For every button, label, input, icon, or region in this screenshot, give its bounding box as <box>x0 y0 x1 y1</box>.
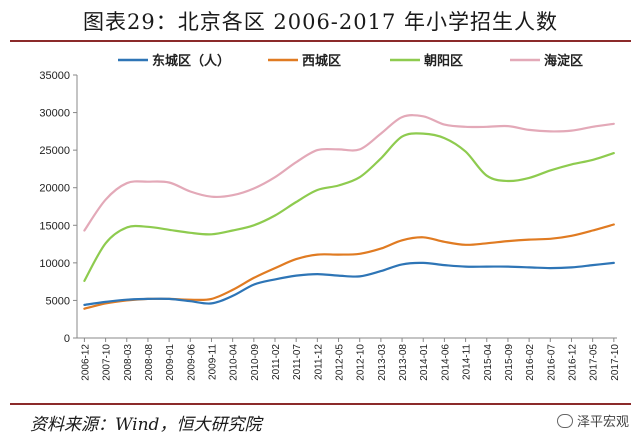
x-tick-label: 2014-11 <box>462 344 473 380</box>
x-tick-label: 2015-04 <box>483 344 494 381</box>
x-tick-label: 2017-05 <box>589 344 600 381</box>
series-line-0 <box>83 261 615 306</box>
wechat-icon <box>556 413 573 428</box>
y-tick-label: 25000 <box>39 145 70 157</box>
legend-label: 西城区 <box>302 53 341 69</box>
series-line-2 <box>83 132 615 282</box>
x-tick-label: 2008-08 <box>144 344 155 381</box>
title-rule <box>10 40 631 42</box>
x-tick-label: 2013-08 <box>398 344 409 381</box>
legend-label: 东城区（人） <box>152 53 230 69</box>
x-tick-label: 2017-10 <box>610 344 621 381</box>
x-tick-label: 2012-05 <box>335 344 346 381</box>
y-tick-label: 15000 <box>39 220 70 232</box>
x-tick-label: 2015-09 <box>504 344 515 381</box>
y-tick-label: 35000 <box>39 70 70 82</box>
watermark-label: 泽平宏观 <box>576 415 629 430</box>
y-tick-label: 0 <box>64 333 70 345</box>
x-tick-label: 2009-01 <box>165 344 176 381</box>
x-tick-label: 2010-09 <box>250 344 261 381</box>
x-tick-label: 2014-06 <box>440 344 451 381</box>
x-tick-label: 2011-12 <box>313 344 324 380</box>
y-tick-label: 10000 <box>39 258 70 270</box>
x-tick-label: 2012-10 <box>356 344 367 381</box>
y-tick-label: 5000 <box>46 295 70 307</box>
footer-rule <box>10 403 631 405</box>
chart-title: 图表29：北京各区 2006-2017 年小学招生人数 <box>82 10 559 34</box>
x-tick-label: 2016-12 <box>567 344 578 381</box>
legend-label: 海淀区 <box>544 53 583 69</box>
x-tick-label: 2011-02 <box>271 344 282 380</box>
x-tick-label: 2008-03 <box>123 344 134 381</box>
x-tick-label: 2016-07 <box>546 344 557 381</box>
watermark: 泽平宏观 <box>556 411 629 430</box>
x-tick-label: 2006-12 <box>80 344 91 381</box>
x-tick-label: 2009-06 <box>186 344 197 381</box>
x-tick-label: 2016-02 <box>525 344 536 381</box>
source-note: 资料来源：Wind，恒大研究院 <box>30 415 262 435</box>
y-tick-label: 20000 <box>39 183 70 195</box>
x-tick-label: 2009-11 <box>207 344 218 380</box>
legend-label: 朝阳区 <box>424 53 463 69</box>
line-chart: 0 5000 10000 15000 20000 25000 30000 35000 2006-… <box>39 53 621 381</box>
x-tick-label: 2010-04 <box>229 344 240 381</box>
y-tick-label: 30000 <box>39 108 70 120</box>
x-tick-label: 2013-03 <box>377 344 388 381</box>
x-tick-label: 2011-07 <box>292 344 303 380</box>
x-tick-label: 2014-01 <box>419 344 430 381</box>
series-line-3 <box>83 114 615 232</box>
x-tick-label: 2007-10 <box>102 344 113 381</box>
